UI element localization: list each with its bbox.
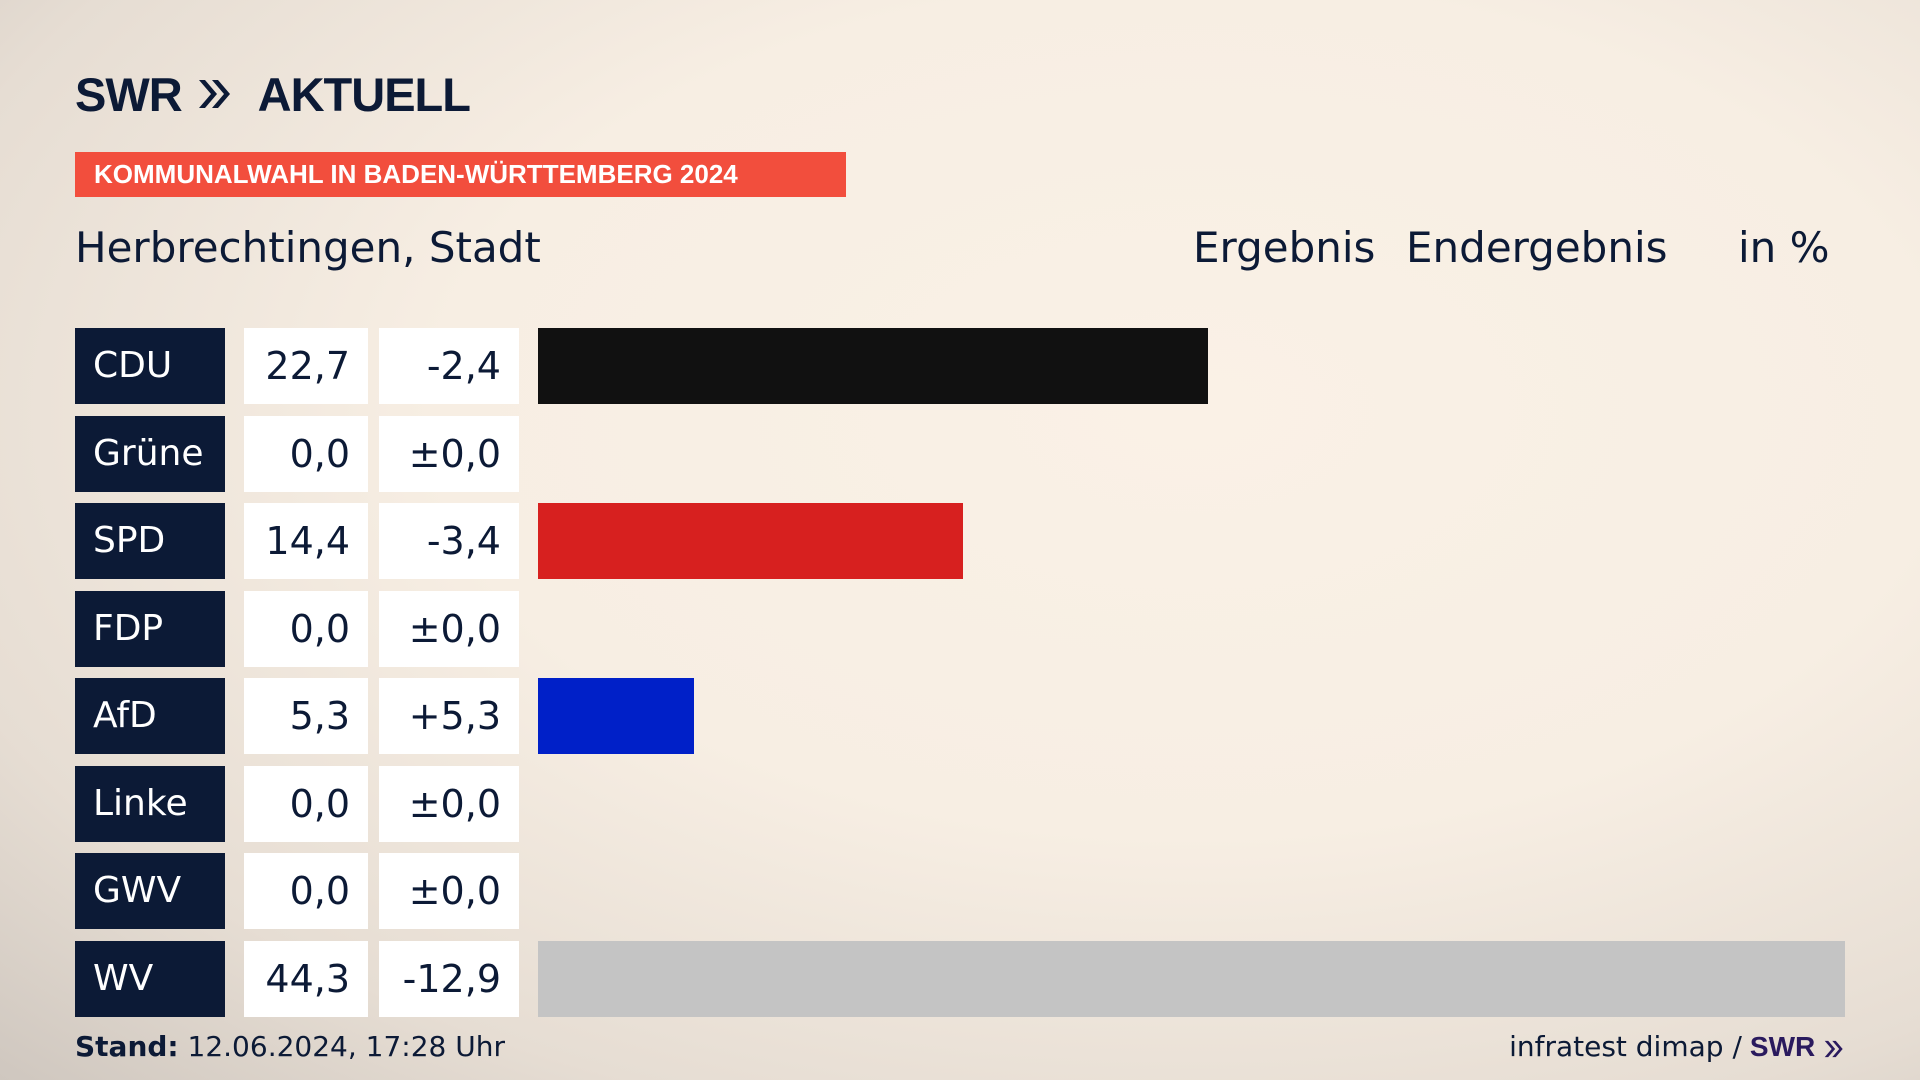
logo-aktuell-text: AKTUELL <box>257 67 471 121</box>
result-diff: ±0,0 <box>379 590 519 667</box>
place-title: Herbrechtingen, Stadt <box>75 223 541 272</box>
result-diff: -12,9 <box>379 940 519 1017</box>
party-label: FDP <box>75 590 225 667</box>
party-label: Linke <box>75 765 225 842</box>
result-diff: ±0,0 <box>379 853 519 929</box>
double-chevron-icon <box>198 80 230 108</box>
party-label: Grüne <box>75 415 225 492</box>
result-row-cdu: CDU 22,7 -2,4 <box>75 328 1845 404</box>
logo-swr-text: SWR <box>75 67 183 121</box>
stand-label: Stand: <box>75 1030 179 1063</box>
timestamp: Stand: 12.06.2024, 17:28 Uhr <box>75 1027 505 1067</box>
party-label: AfD <box>75 678 225 754</box>
party-label: WV <box>75 940 225 1017</box>
header-ergebnis: Ergebnis <box>1193 223 1376 272</box>
result-value: 22,7 <box>244 328 368 404</box>
result-bar <box>538 678 694 754</box>
stand-value: 12.06.2024, 17:28 Uhr <box>187 1030 505 1063</box>
result-row-wv: WV 44,3 -12,9 <box>75 940 1845 1017</box>
result-diff: -2,4 <box>379 328 519 404</box>
result-bar <box>538 503 963 579</box>
result-row-afd: AfD 5,3 +5,3 <box>75 678 1845 754</box>
party-label: GWV <box>75 853 225 929</box>
party-label: CDU <box>75 328 225 404</box>
result-diff: +5,3 <box>379 678 519 754</box>
result-value: 0,0 <box>244 765 368 842</box>
result-row-gwv: GWV 0,0 ±0,0 <box>75 853 1845 929</box>
result-diff: ±0,0 <box>379 765 519 842</box>
result-row-linke: Linke 0,0 ±0,0 <box>75 765 1845 842</box>
result-row-spd: SPD 14,4 -3,4 <box>75 503 1845 579</box>
result-value: 0,0 <box>244 415 368 492</box>
header-unit: in % <box>1738 223 1830 272</box>
header-endergebnis: Endergebnis <box>1406 223 1668 272</box>
result-value: 0,0 <box>244 853 368 929</box>
result-value: 5,3 <box>244 678 368 754</box>
result-value: 44,3 <box>244 940 368 1017</box>
swr-aktuell-logo: SWR AKTUELL <box>75 64 471 124</box>
result-row-fdp: FDP 0,0 ±0,0 <box>75 590 1845 667</box>
result-value: 0,0 <box>244 590 368 667</box>
result-bar <box>538 328 1208 404</box>
election-banner: KOMMUNALWAHL IN BADEN-WÜRTTEMBERG 2024 <box>75 152 846 197</box>
result-value: 14,4 <box>244 503 368 579</box>
mini-logo-text: SWR <box>1749 1031 1816 1062</box>
source-text: infratest dimap / <box>1509 1030 1742 1063</box>
result-diff: ±0,0 <box>379 415 519 492</box>
double-chevron-icon <box>1824 1040 1843 1057</box>
result-row-grüne: Grüne 0,0 ±0,0 <box>75 415 1845 492</box>
party-label: SPD <box>75 503 225 579</box>
swr-mini-logo: SWR <box>1750 1027 1845 1067</box>
result-bar <box>538 940 1845 1017</box>
result-diff: -3,4 <box>379 503 519 579</box>
source-credit: infratest dimap / SWR <box>1509 1027 1845 1067</box>
